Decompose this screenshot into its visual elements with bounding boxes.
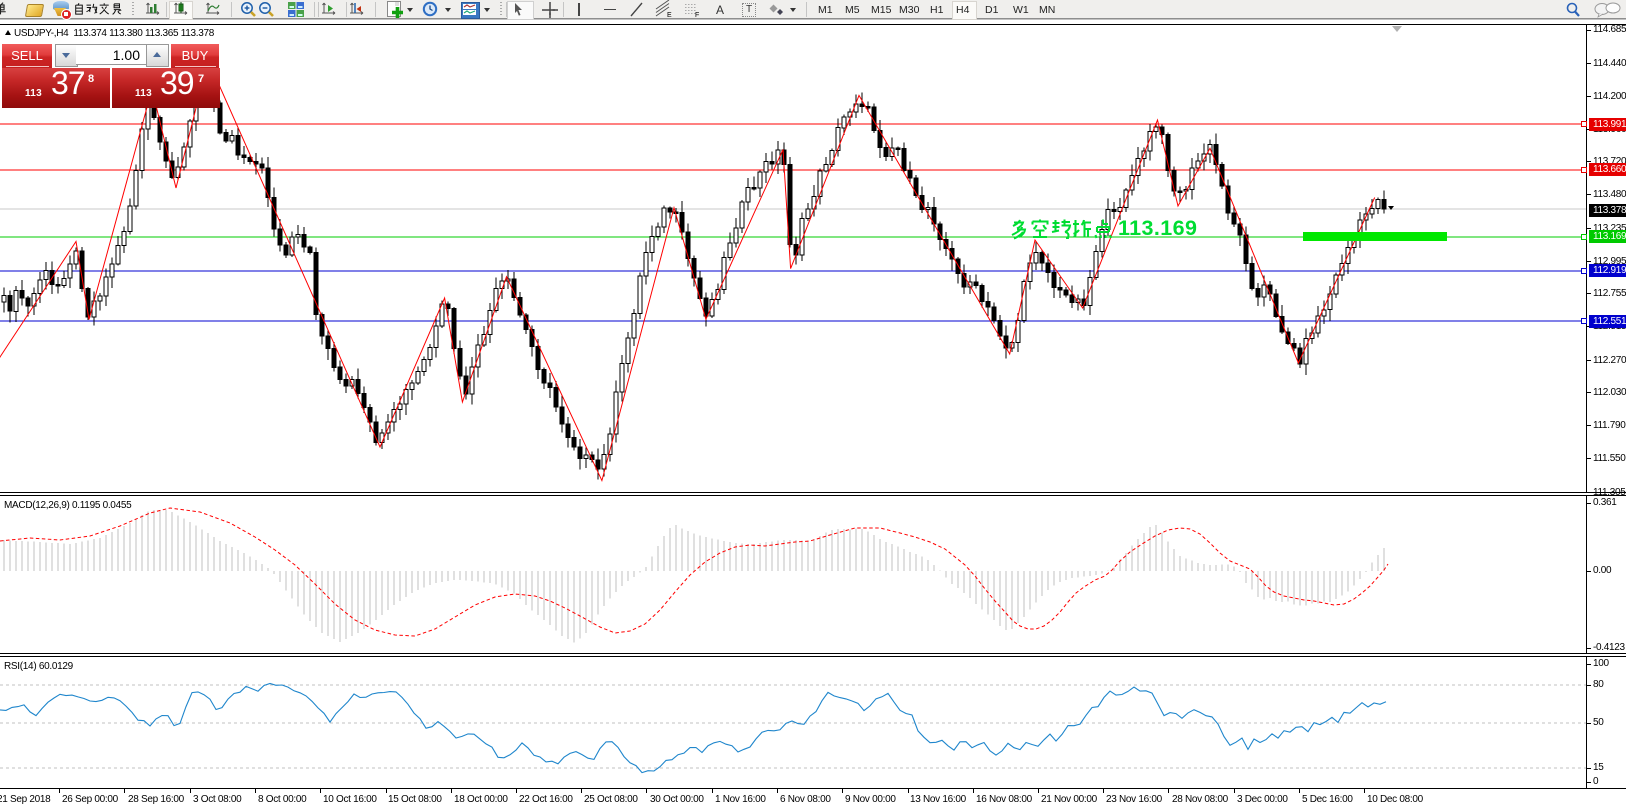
svg-text:F: F (695, 12, 699, 18)
svg-text:E: E (667, 12, 672, 19)
